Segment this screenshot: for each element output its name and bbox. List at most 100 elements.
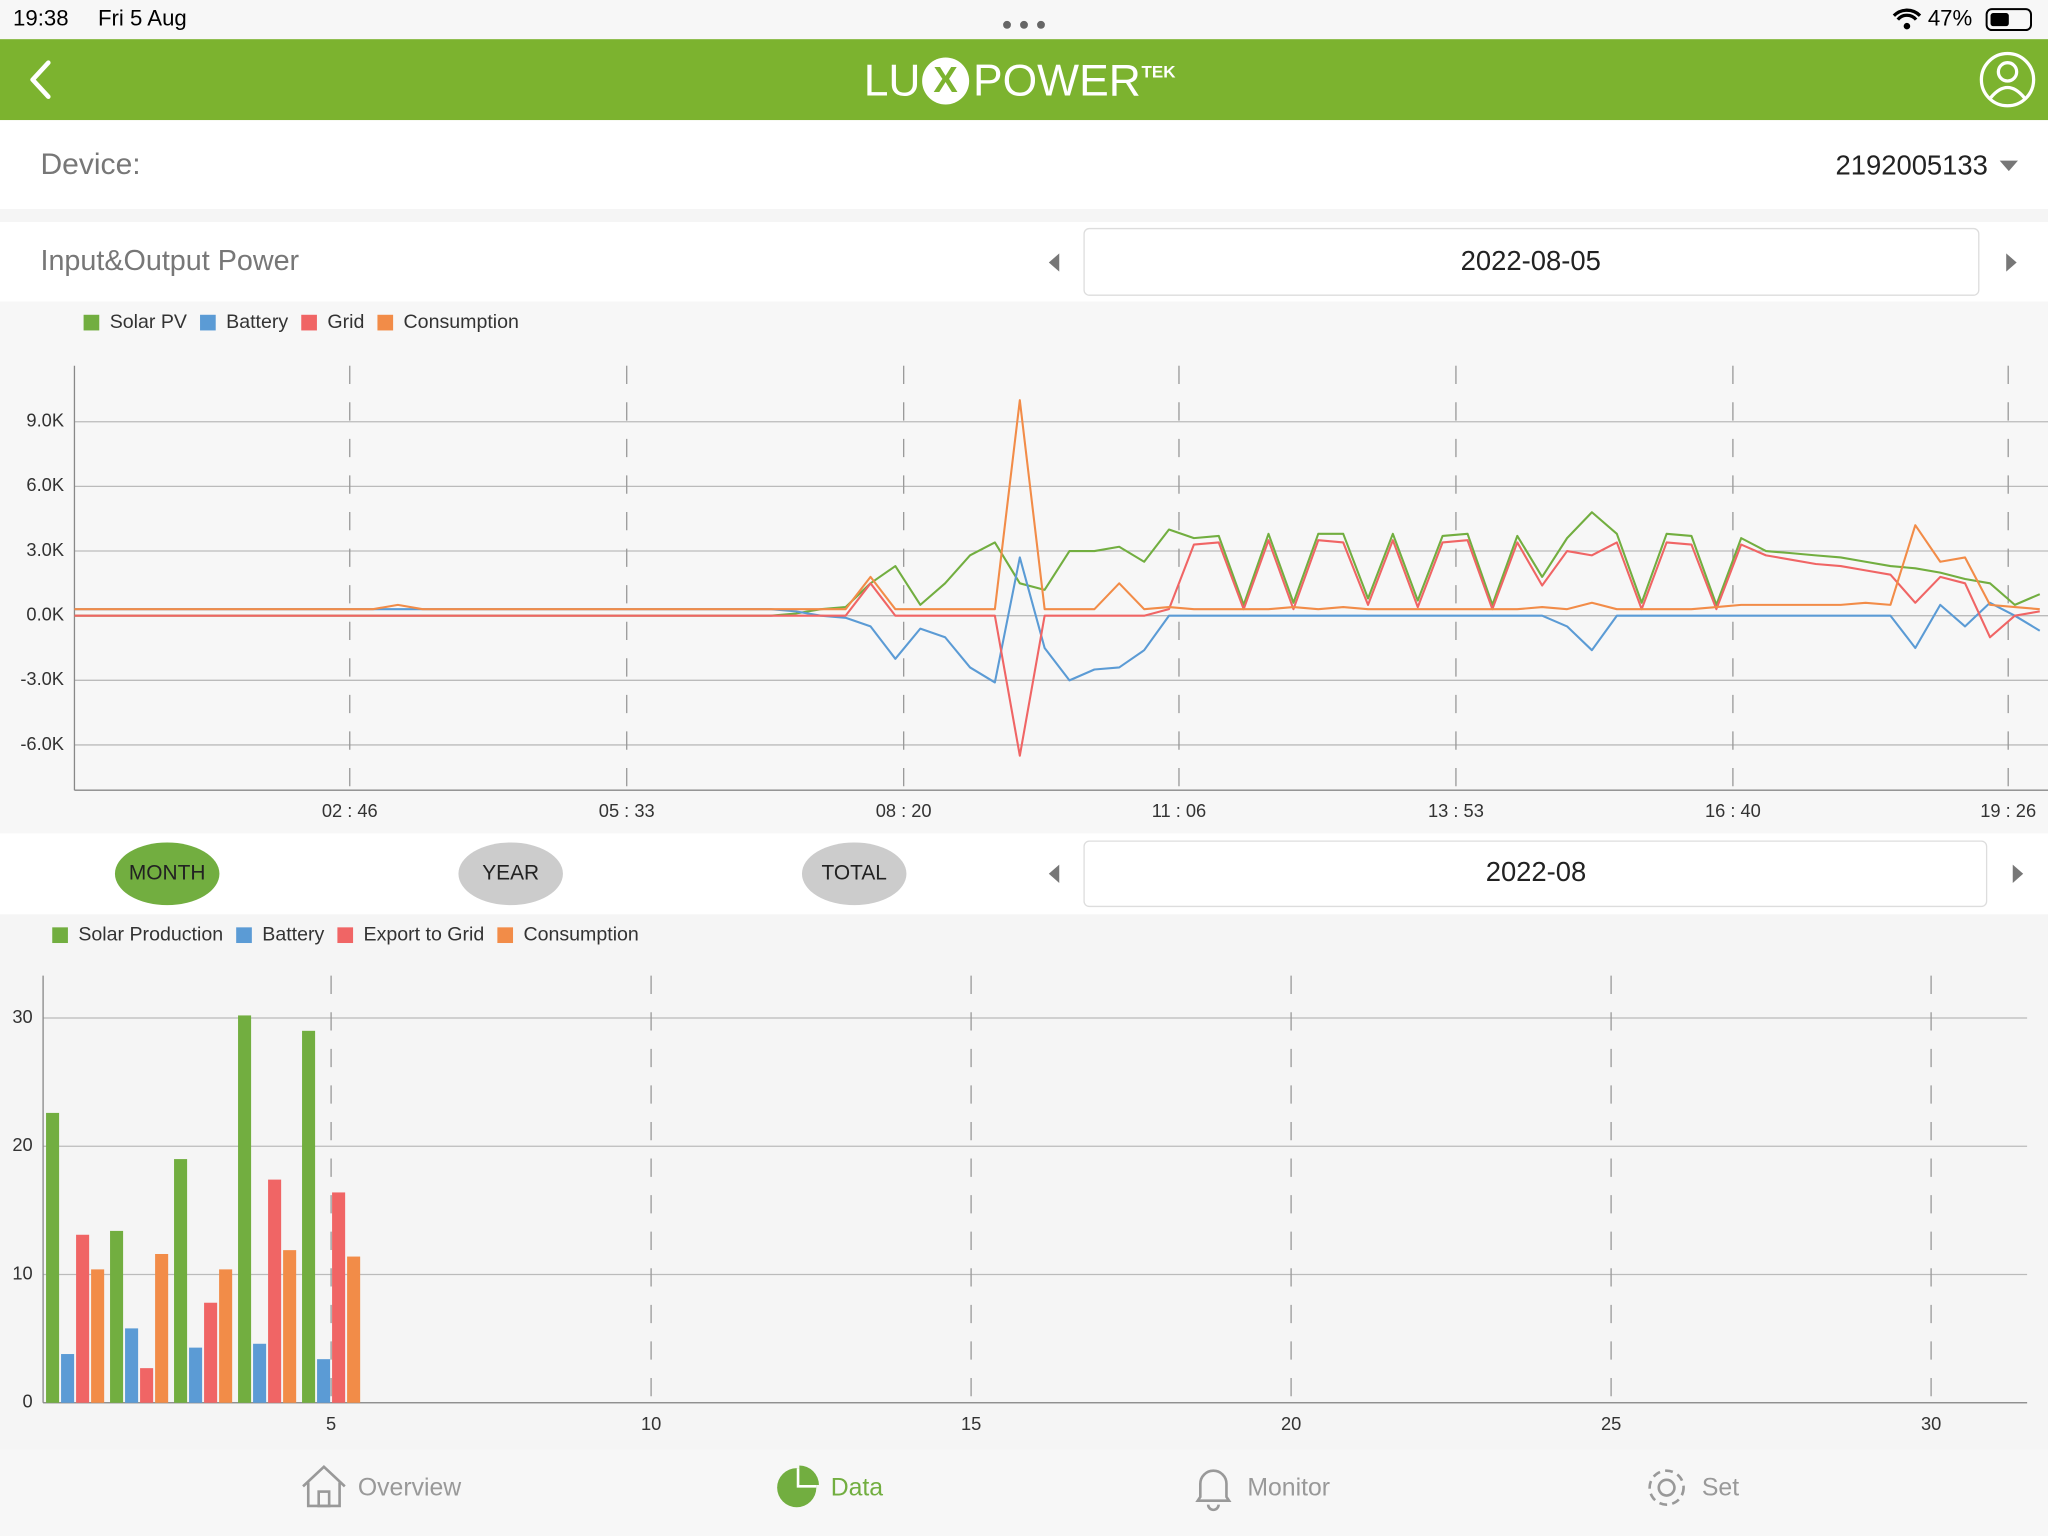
bar (347, 1256, 361, 1403)
x-tick-label: 20 (1281, 1413, 1301, 1434)
nav-overview-icon[interactable] (302, 1464, 346, 1508)
legend-label: Consumption (404, 311, 519, 333)
x-tick-label: 5 (326, 1413, 336, 1434)
logo-x-badge (922, 57, 970, 105)
logo-power: POWER (973, 56, 1141, 105)
date-value[interactable]: 2022-08-05 (1461, 245, 1601, 276)
nav-bar (0, 1449, 2048, 1536)
multitask-dots[interactable] (1003, 20, 1045, 29)
legend-swatch (52, 927, 68, 944)
tab-total[interactable] (801, 842, 907, 906)
legend-label: Consumption (523, 923, 638, 945)
bar (61, 1354, 75, 1403)
bar (253, 1343, 267, 1403)
month-value[interactable]: 2022-08 (1486, 856, 1587, 887)
bar (204, 1302, 218, 1403)
x-tick-label: 13 : 53 (1428, 800, 1484, 821)
prev-month-button[interactable] (1048, 864, 1060, 883)
legend-swatch (377, 314, 394, 331)
bar (76, 1234, 90, 1403)
y-tick-label: 20 (12, 1134, 32, 1155)
x-tick-label: 11 : 06 (1152, 800, 1207, 821)
legend-swatch (337, 927, 354, 944)
status-time: 19:38 (13, 5, 69, 30)
prev-day-button[interactable] (1048, 253, 1060, 272)
y-tick-label: -3.0K (20, 668, 64, 689)
device-id[interactable]: 2192005133 (1835, 149, 1987, 180)
bar (189, 1347, 203, 1403)
month-box[interactable] (1083, 840, 1988, 908)
series-line (74, 539, 2040, 757)
wifi-icon (1892, 8, 1922, 21)
battery-percent: 47% (1928, 5, 1972, 30)
x-tick-label: 30 (1921, 1413, 1941, 1434)
logo-suffix: TEK (1142, 63, 1177, 82)
nav-overview[interactable]: Overview (358, 1475, 461, 1502)
legend-label: Grid (327, 311, 364, 333)
date-box[interactable] (1083, 227, 1980, 296)
nav-set-icon[interactable] (1648, 1469, 1685, 1506)
device-row[interactable] (0, 120, 2048, 209)
battery-icon (1985, 8, 2032, 32)
battery-level (1990, 13, 2009, 27)
legend-label: Solar Production (78, 923, 223, 945)
legend-swatch (83, 314, 100, 331)
nav-data[interactable]: Data (831, 1475, 884, 1502)
y-tick-label: 0.0K (26, 603, 64, 624)
y-tick-label: 9.0K (26, 410, 64, 431)
bar (91, 1269, 105, 1403)
bar (317, 1359, 331, 1403)
bar (268, 1179, 282, 1403)
legend-swatch (301, 314, 317, 331)
bar (140, 1368, 154, 1403)
tab-year-label[interactable]: YEAR (482, 861, 539, 884)
y-tick-label: 0 (22, 1391, 32, 1412)
tab-month-label[interactable]: MONTH (129, 861, 206, 884)
device-dropdown-arrow[interactable] (1999, 160, 2018, 172)
x-tick-label: 19 : 26 (1980, 800, 2036, 821)
legend-swatch (200, 314, 216, 331)
next-month-button[interactable] (2012, 864, 2024, 883)
y-tick-label: 6.0K (26, 474, 64, 495)
next-day-button[interactable] (2006, 253, 2017, 272)
y-tick-label: -6.0K (20, 733, 64, 754)
bar (155, 1253, 169, 1403)
y-tick-label: 30 (12, 1006, 32, 1027)
series-line (74, 556, 2041, 684)
x-tick-label: 08 : 20 (876, 800, 932, 821)
device-label: Device: (40, 148, 140, 181)
tab-month[interactable] (114, 842, 220, 906)
tab-year[interactable] (458, 842, 563, 906)
bar (174, 1159, 188, 1403)
bar (125, 1328, 139, 1403)
nav-data-icon[interactable] (777, 1465, 819, 1508)
bar (219, 1269, 233, 1403)
wifi-dot (1903, 22, 1911, 30)
nav-monitor-icon[interactable] (1195, 1469, 1232, 1512)
profile-button[interactable] (1979, 51, 2036, 108)
y-tick-label: 10 (12, 1262, 32, 1283)
power-title: Input&Output Power (40, 245, 299, 277)
logo-lu: LU (864, 56, 921, 105)
series-line (74, 399, 2040, 611)
x-tick-label: 05 : 33 (599, 800, 655, 821)
bar (46, 1112, 60, 1403)
bar (332, 1192, 346, 1403)
nav-set[interactable]: Set (1702, 1475, 1739, 1502)
legend-label: Solar PV (110, 311, 187, 333)
app-header (0, 39, 2048, 121)
bar (283, 1250, 297, 1403)
legend-label: Battery (226, 311, 288, 333)
back-button[interactable] (30, 60, 51, 99)
x-tick-label: 25 (1601, 1413, 1621, 1434)
x-tick-label: 10 (641, 1413, 661, 1434)
nav-monitor[interactable]: Monitor (1247, 1475, 1330, 1502)
logo-x: X (933, 59, 958, 100)
x-tick-label: 16 : 40 (1705, 800, 1761, 821)
bar (302, 1030, 316, 1403)
y-tick-label: 3.0K (26, 539, 64, 560)
tab-total-label[interactable]: TOTAL (822, 861, 887, 884)
bar (238, 1015, 252, 1403)
status-date: Fri 5 Aug (98, 5, 187, 30)
